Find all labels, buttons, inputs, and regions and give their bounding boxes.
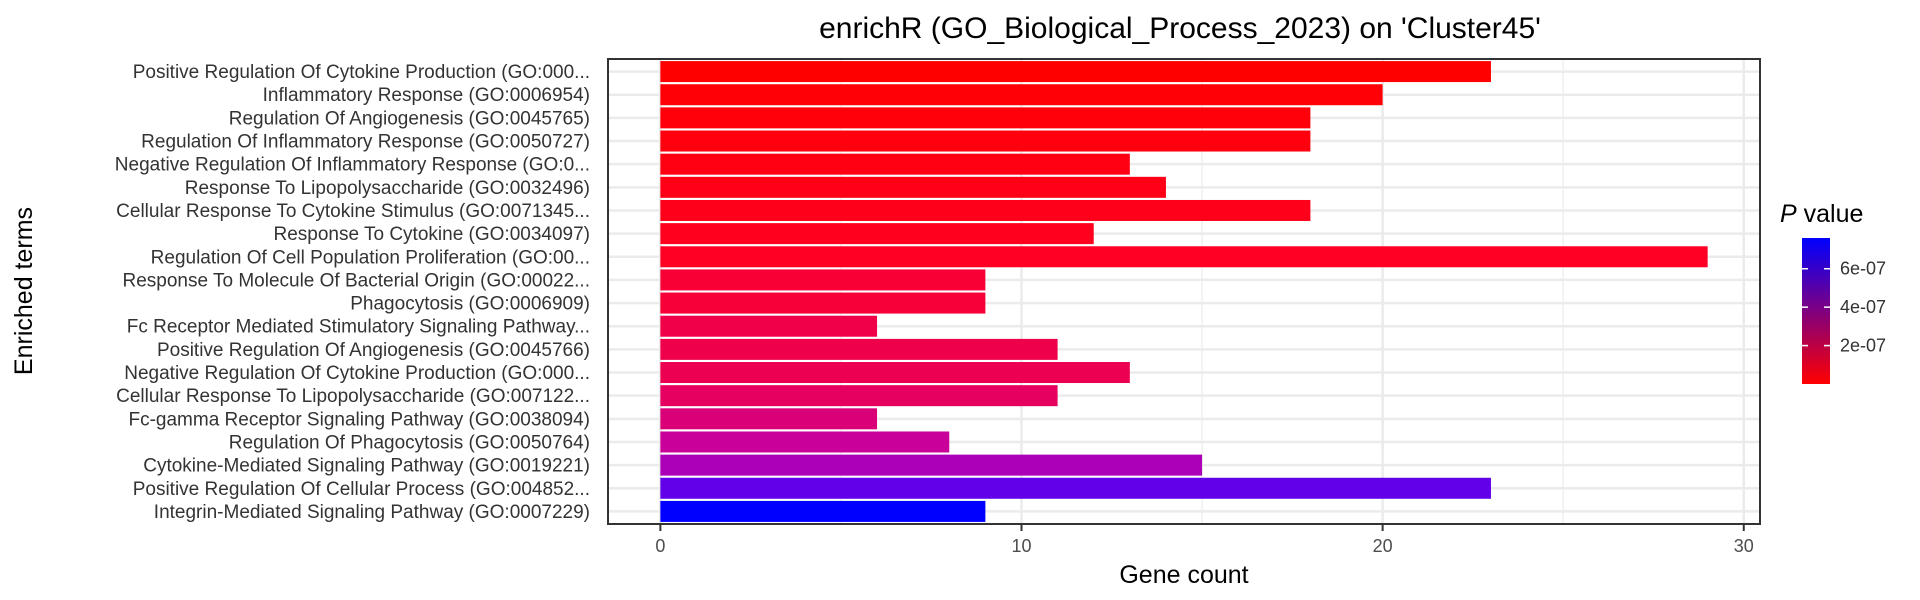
bar [660, 130, 1311, 152]
legend-tick-label: 6e-07 [1840, 259, 1886, 279]
legend-ticks: 2e-07 4e-07 6e-07 [1802, 259, 1886, 356]
x-axis-title: Gene count [1119, 561, 1248, 589]
chart-title: enrichR (GO_Biological_Process_2023) on … [819, 12, 1541, 45]
bar [660, 408, 878, 430]
legend-title: P value [1780, 200, 1863, 228]
term-label: Regulation Of Phagocytosis (GO:0050764) [229, 432, 590, 453]
bar [660, 176, 1166, 198]
legend: P value 2e-07 4e-07 6e-07 [1780, 200, 1886, 384]
plot-panel [608, 59, 1760, 524]
term-label: Cellular Response To Cytokine Stimulus (… [116, 201, 590, 222]
bar [660, 246, 1708, 268]
term-label: Fc Receptor Mediated Stimulatory Signali… [127, 317, 590, 338]
term-label: Regulation Of Inflammatory Response (GO:… [141, 132, 590, 153]
term-label: Cellular Response To Lipopolysaccharide … [116, 386, 590, 407]
legend-title-italic: P [1780, 200, 1797, 228]
bar [660, 153, 1130, 175]
bar [660, 500, 986, 522]
term-label: Fc-gamma Receptor Signaling Pathway (GO:… [128, 409, 590, 430]
x-tick-label: 0 [655, 536, 665, 556]
plot-border [607, 58, 1761, 525]
term-label: Positive Regulation Of Cytokine Producti… [133, 62, 590, 83]
term-label: Regulation Of Cell Population Proliferat… [151, 247, 590, 268]
bar [660, 477, 1491, 499]
legend-tick-label: 4e-07 [1840, 297, 1886, 317]
bar [660, 431, 950, 453]
bar [660, 338, 1058, 360]
legend-colorbar [1802, 238, 1830, 384]
bar [660, 385, 1058, 407]
bars [660, 61, 1708, 522]
x-tick-label: 20 [1373, 536, 1393, 556]
term-label: Response To Cytokine (GO:0034097) [274, 224, 591, 245]
term-label: Inflammatory Response (GO:0006954) [263, 85, 590, 106]
legend-title-rest: value [1797, 200, 1864, 228]
bar [660, 454, 1203, 476]
x-tick-label: 10 [1011, 536, 1031, 556]
bar [660, 199, 1311, 221]
term-label: Response To Lipopolysaccharide (GO:00324… [185, 178, 590, 199]
bar [660, 269, 986, 291]
term-label: Phagocytosis (GO:0006909) [350, 294, 590, 315]
y-axis-title: Enriched terms [10, 207, 38, 375]
term-label: Regulation Of Angiogenesis (GO:0045765) [229, 108, 590, 129]
x-axis-ticks: 0 10 20 30 [655, 524, 1754, 556]
term-label: Negative Regulation Of Inflammatory Resp… [115, 155, 590, 176]
term-label: Negative Regulation Of Cytokine Producti… [124, 363, 590, 384]
bar [660, 315, 878, 337]
bar [660, 223, 1094, 245]
term-label: Integrin-Mediated Signaling Pathway (GO:… [154, 502, 590, 523]
x-tick-label: 30 [1734, 536, 1754, 556]
legend-tick-label: 2e-07 [1840, 336, 1886, 356]
bar [660, 61, 1491, 83]
bar [660, 107, 1311, 129]
bar [660, 292, 986, 314]
term-label: Positive Regulation Of Cellular Process … [133, 479, 590, 500]
term-label: Cytokine-Mediated Signaling Pathway (GO:… [143, 456, 590, 477]
term-label: Positive Regulation Of Angiogenesis (GO:… [157, 340, 590, 361]
bar [660, 84, 1383, 106]
bar [660, 362, 1130, 384]
term-label: Response To Molecule Of Bacterial Origin… [123, 270, 591, 291]
term-labels: Positive Regulation Of Cytokine Producti… [115, 62, 590, 523]
